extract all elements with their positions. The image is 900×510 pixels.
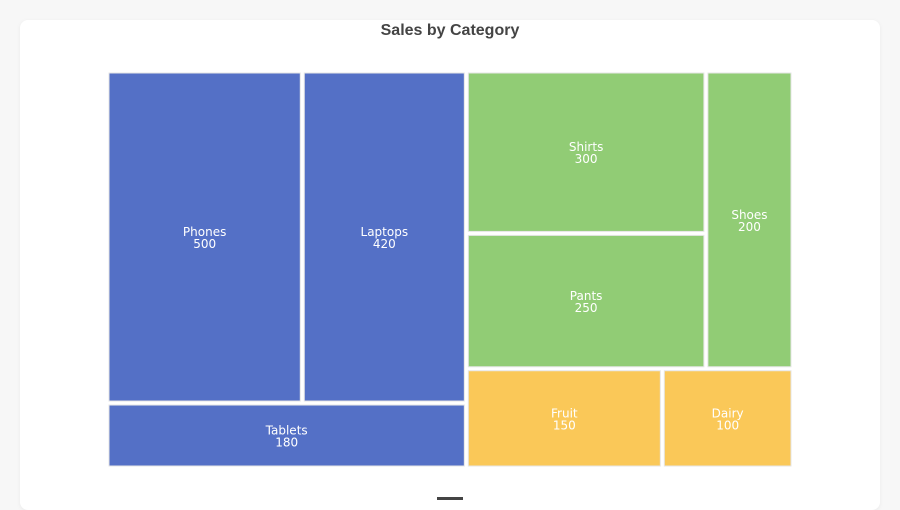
tile-value-laptops: 420: [373, 237, 396, 251]
tile-value-tablets: 180: [275, 436, 298, 450]
tile-value-fruit: 150: [553, 418, 576, 432]
tile-label-fruit: Fruit: [551, 406, 578, 420]
tile-pants[interactable]: [467, 234, 705, 368]
chart-title: Sales by Category: [380, 22, 520, 39]
tile-label-tablets: Tablets: [265, 424, 308, 438]
tile-shirts[interactable]: [467, 72, 705, 232]
tile-dairy[interactable]: [663, 370, 792, 467]
tile-label-shoes: Shoes: [731, 208, 767, 222]
tile-label-dairy: Dairy: [712, 406, 744, 420]
tile-value-dairy: 100: [716, 418, 739, 432]
tile-tablets[interactable]: [108, 404, 465, 467]
tile-phones[interactable]: [108, 72, 301, 402]
tile-value-phones: 500: [193, 237, 216, 251]
tile-fruit[interactable]: [467, 370, 661, 467]
tile-value-shoes: 200: [738, 220, 761, 234]
tile-label-laptops: Laptops: [361, 225, 409, 239]
tile-label-shirts: Shirts: [569, 140, 603, 154]
legend-marker[interactable]: [437, 497, 463, 500]
tile-shoes[interactable]: [707, 72, 792, 368]
tile-value-shirts: 300: [575, 152, 598, 166]
tile-value-pants: 250: [575, 301, 598, 315]
tile-laptops[interactable]: [303, 72, 465, 402]
tile-label-pants: Pants: [570, 289, 603, 303]
tile-label-phones: Phones: [183, 225, 226, 239]
